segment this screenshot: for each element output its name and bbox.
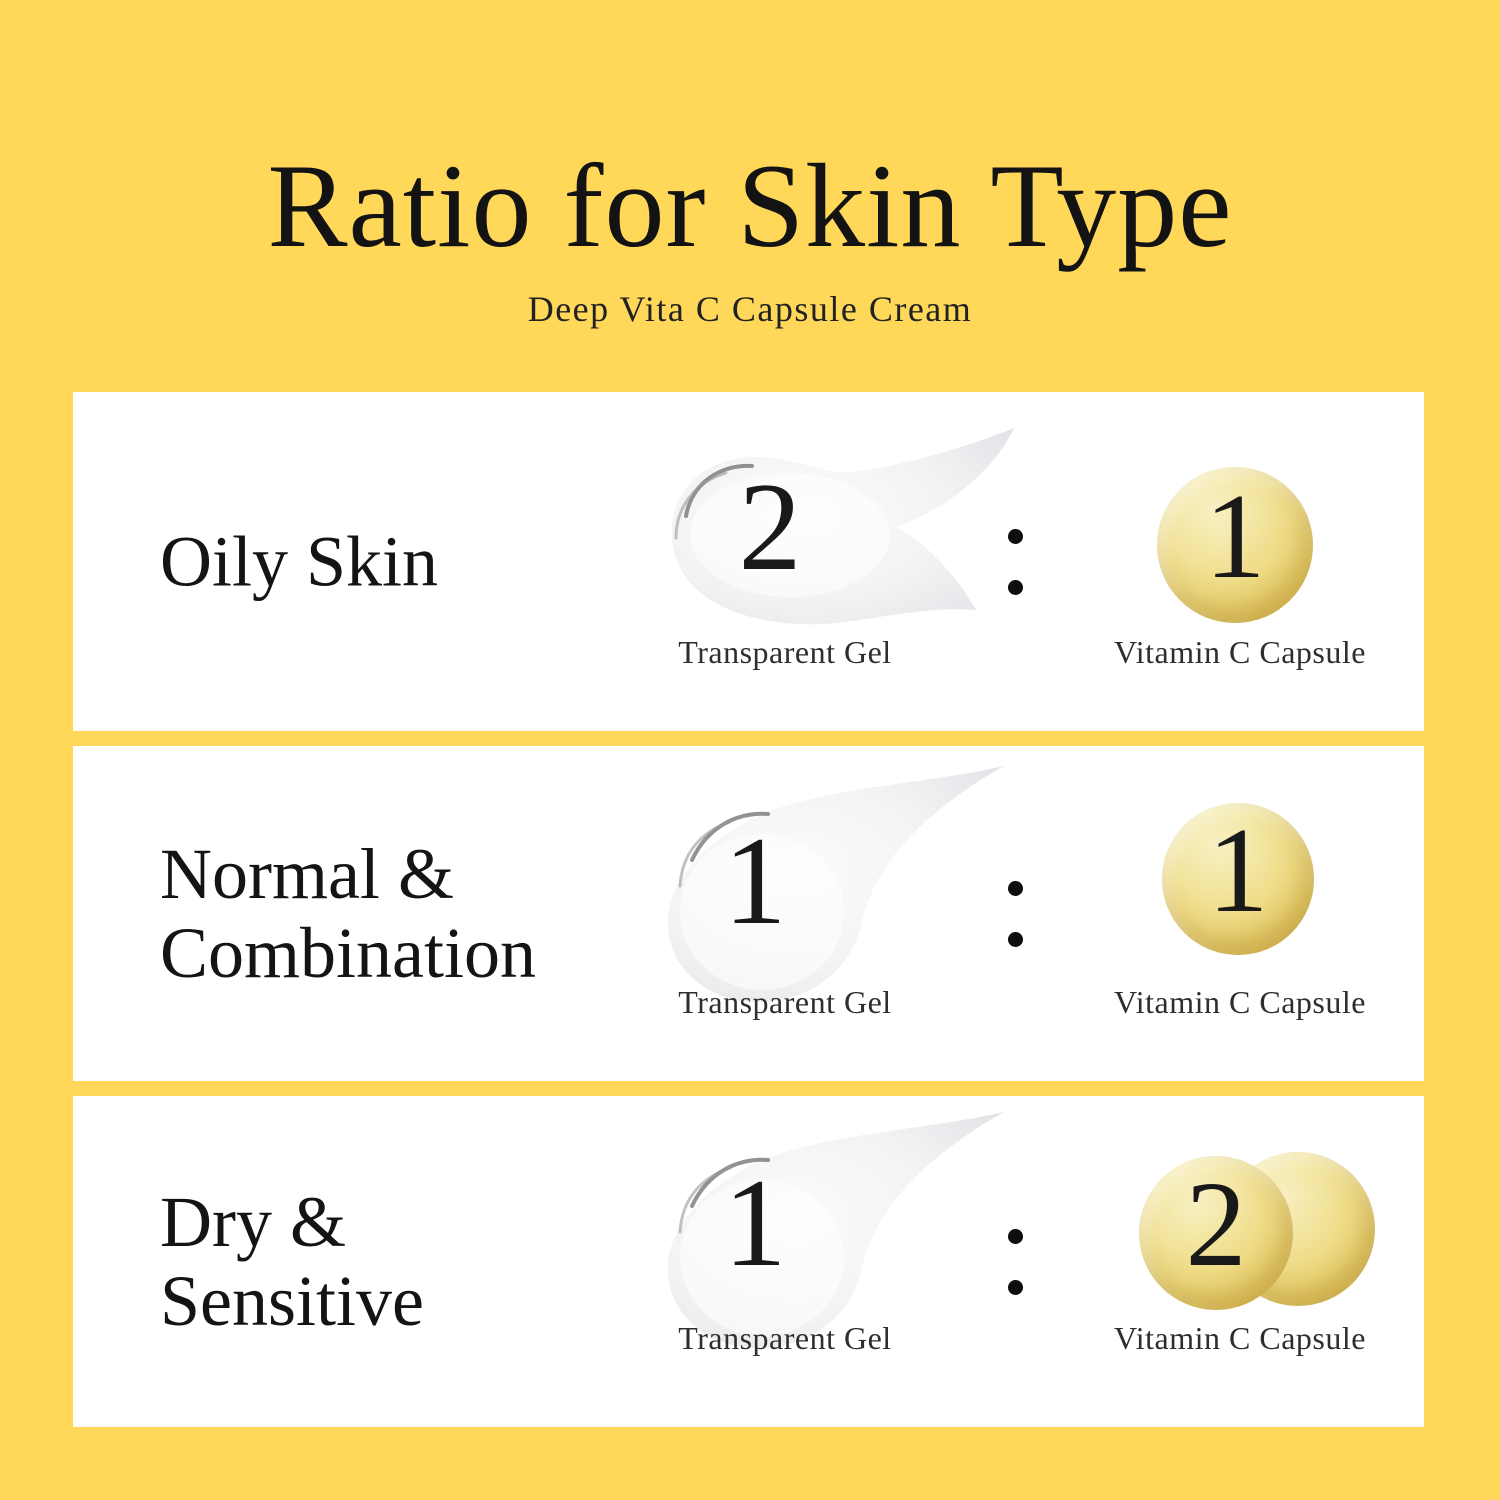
capsule-count: 1 [1207, 803, 1269, 939]
ratio-colon-icon [1008, 1228, 1023, 1295]
skin-type-label: Oily Skin [160, 520, 439, 601]
skin-type-row-oily: Oily Skin 2 Transparent Gel 1 Vitamin C … [73, 392, 1424, 731]
ratio-colon-icon [1008, 528, 1023, 595]
gel-count: 2 [738, 458, 802, 597]
page-title: Ratio for Skin Type [267, 139, 1233, 272]
gel-count: 1 [723, 812, 787, 951]
capsule-label: Vitamin C Capsule [1114, 984, 1366, 1020]
colon-dot [1008, 528, 1023, 544]
vitamin-c-capsule-icon: 1 [1162, 803, 1314, 955]
skin-type-row-dry-sensitive: Dry & Sensitive 1 Transparent Gel 2 Vita… [73, 1096, 1424, 1427]
transparent-gel-swatch-icon [650, 1108, 1010, 1408]
capsule-count: 2 [1185, 1157, 1247, 1293]
skin-type-label: Dry & Sensitive [160, 1181, 424, 1341]
skin-type-line1: Normal & [160, 833, 454, 914]
gel-count: 1 [723, 1154, 787, 1293]
colon-dot [1008, 579, 1023, 595]
vitamin-c-capsule-icon: 1 [1157, 467, 1313, 623]
vitamin-c-capsule-icon: 2 [1139, 1156, 1293, 1310]
colon-dot [1008, 1279, 1023, 1295]
skin-type-line2: Combination [160, 912, 536, 993]
transparent-gel-swatch-icon [650, 762, 1010, 1062]
skin-type-row-normal-combination: Normal & Combination 1 Transparent Gel 1… [73, 746, 1424, 1081]
capsule-count: 1 [1204, 469, 1266, 605]
gel-label: Transparent Gel [678, 634, 892, 670]
gel-label: Transparent Gel [678, 984, 892, 1020]
capsule-label: Vitamin C Capsule [1114, 1320, 1366, 1356]
page-subtitle: Deep Vita C Capsule Cream [527, 289, 973, 329]
skin-type-label: Normal & Combination [160, 833, 536, 993]
colon-dot [1008, 1228, 1023, 1244]
ratio-colon-icon [1008, 880, 1023, 947]
skin-type-line1: Oily Skin [160, 520, 439, 601]
skin-type-line2: Sensitive [160, 1260, 424, 1341]
colon-dot [1008, 880, 1023, 896]
transparent-gel-swatch-icon [640, 420, 1020, 650]
colon-dot [1008, 931, 1023, 947]
capsule-label: Vitamin C Capsule [1114, 634, 1366, 670]
gel-label: Transparent Gel [678, 1320, 892, 1356]
skin-type-line1: Dry & [160, 1181, 346, 1262]
